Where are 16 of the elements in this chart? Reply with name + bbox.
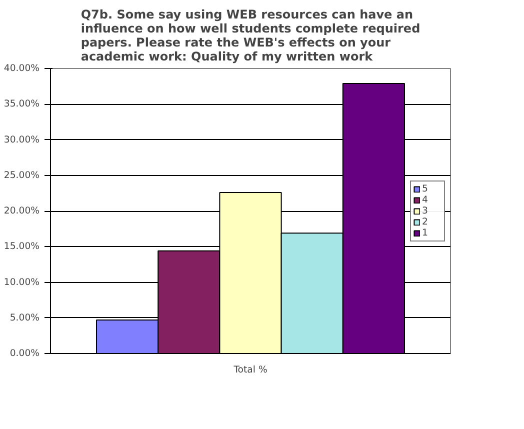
legend-label: 5 [422,183,429,194]
chart-title: Q7b. Some say using WEB resources can have an influence on how well students complete required papers. Please rate the WEB's effects on your academic work: Quality of my written work [80,8,420,64]
y-tick-label: 15.00% [4,241,40,252]
legend-label: 4 [422,194,429,205]
y-tick-label: 5.00% [10,312,40,324]
y-tick-label: 20.00% [4,206,40,216]
y-tick-label: 40.00% [4,63,40,74]
y-tick-label: 25.00% [4,170,40,181]
y-tick-label: 35.00% [4,98,40,110]
legend-label: 3 [422,205,429,216]
legend-label: 2 [422,216,429,227]
y-tick-label: 30.00% [4,134,40,146]
x-tick-label: Total % [232,364,268,376]
legend-label: 1 [422,227,429,238]
y-tick-label: 10.00% [4,276,40,288]
y-tick-label: 0.00% [10,348,40,359]
